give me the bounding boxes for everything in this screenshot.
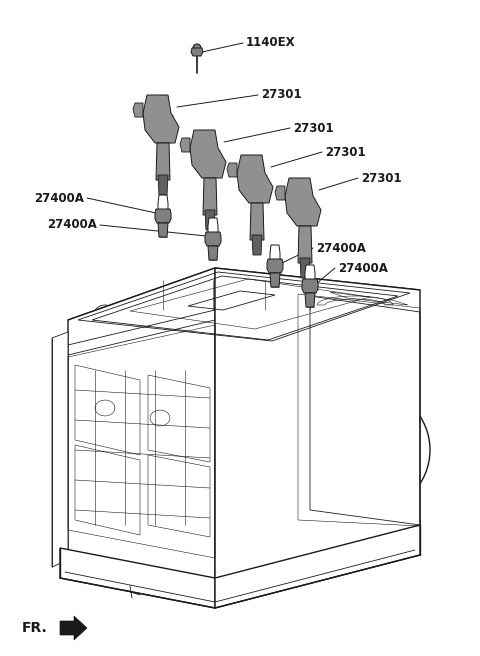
Text: FR.: FR. (22, 621, 48, 635)
Polygon shape (158, 223, 168, 237)
Polygon shape (143, 95, 179, 143)
Polygon shape (180, 138, 190, 152)
Polygon shape (60, 616, 87, 640)
Polygon shape (305, 293, 315, 307)
Polygon shape (270, 245, 280, 269)
Polygon shape (205, 210, 215, 230)
Text: 1140EX: 1140EX (246, 37, 296, 49)
Polygon shape (52, 332, 68, 567)
Text: 27400A: 27400A (316, 241, 366, 255)
Polygon shape (298, 226, 312, 263)
Text: 27301: 27301 (293, 121, 334, 134)
Polygon shape (305, 265, 315, 289)
Circle shape (193, 44, 201, 52)
Polygon shape (208, 218, 218, 242)
Polygon shape (215, 268, 420, 590)
Polygon shape (158, 195, 168, 219)
Text: 27301: 27301 (261, 89, 301, 102)
Text: 27400A: 27400A (47, 218, 97, 232)
Polygon shape (133, 103, 143, 117)
Text: 27301: 27301 (325, 146, 366, 159)
Polygon shape (267, 259, 283, 273)
Polygon shape (155, 209, 171, 223)
Text: 27301: 27301 (361, 171, 402, 184)
Polygon shape (252, 235, 262, 255)
Polygon shape (237, 155, 273, 203)
Polygon shape (300, 258, 310, 278)
Text: 27400A: 27400A (34, 192, 84, 205)
Polygon shape (68, 268, 215, 590)
Polygon shape (270, 273, 280, 287)
Polygon shape (215, 525, 420, 608)
Polygon shape (203, 178, 217, 215)
Polygon shape (285, 178, 321, 226)
Polygon shape (156, 143, 170, 180)
Polygon shape (190, 130, 226, 178)
Polygon shape (227, 163, 237, 177)
Polygon shape (208, 246, 218, 260)
Polygon shape (302, 279, 318, 293)
Polygon shape (158, 175, 168, 195)
Polygon shape (60, 548, 215, 608)
Text: 27400A: 27400A (338, 262, 388, 274)
Polygon shape (68, 268, 420, 343)
Polygon shape (250, 203, 264, 240)
Polygon shape (205, 232, 221, 246)
Polygon shape (275, 186, 285, 200)
Polygon shape (191, 48, 203, 56)
